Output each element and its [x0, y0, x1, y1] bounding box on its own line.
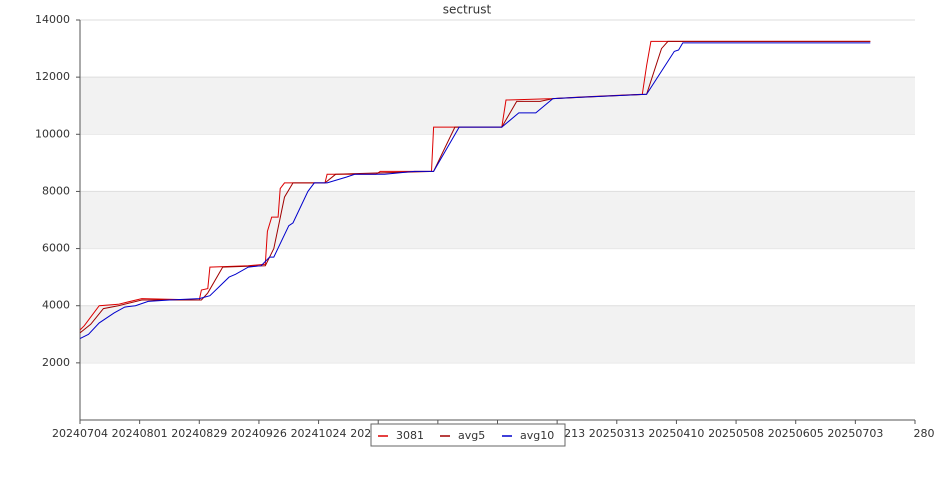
grid-band: [80, 191, 915, 249]
y-tick-label: 6000: [42, 242, 70, 255]
x-tick-label: 20250508: [708, 427, 764, 440]
y-tick-label: 10000: [35, 127, 70, 140]
legend-label: avg10: [520, 429, 554, 442]
legend: 3081 avg5 avg10: [370, 423, 566, 447]
x-tick-label: 20241024: [291, 427, 347, 440]
y-tick-label: 4000: [42, 299, 70, 312]
x-tick-label: 20240801: [112, 427, 168, 440]
x-tick-label: 20240704: [52, 427, 108, 440]
chart-title: sectrust: [443, 3, 492, 17]
y-tick-label: 14000: [35, 13, 70, 26]
series-line: [79, 42, 871, 340]
y-tick-label: 8000: [42, 184, 70, 197]
legend-label: 3081: [396, 429, 424, 442]
grid-band: [80, 77, 915, 135]
legend-label: avg5: [458, 429, 485, 442]
x-tick-label: 20250410: [648, 427, 704, 440]
x-tick-label: 20250313: [589, 427, 645, 440]
x-tick-label: 20240926: [231, 427, 287, 440]
legend-box: [370, 423, 566, 447]
y-tick-label: 2000: [42, 356, 70, 369]
x-tick-label: 280: [914, 427, 935, 440]
x-tick-label: 20250605: [768, 427, 824, 440]
x-tick-label: 20250703: [827, 427, 883, 440]
y-tick-label: 12000: [35, 70, 70, 83]
grid-band: [80, 305, 915, 363]
x-tick-label: 20240829: [171, 427, 227, 440]
